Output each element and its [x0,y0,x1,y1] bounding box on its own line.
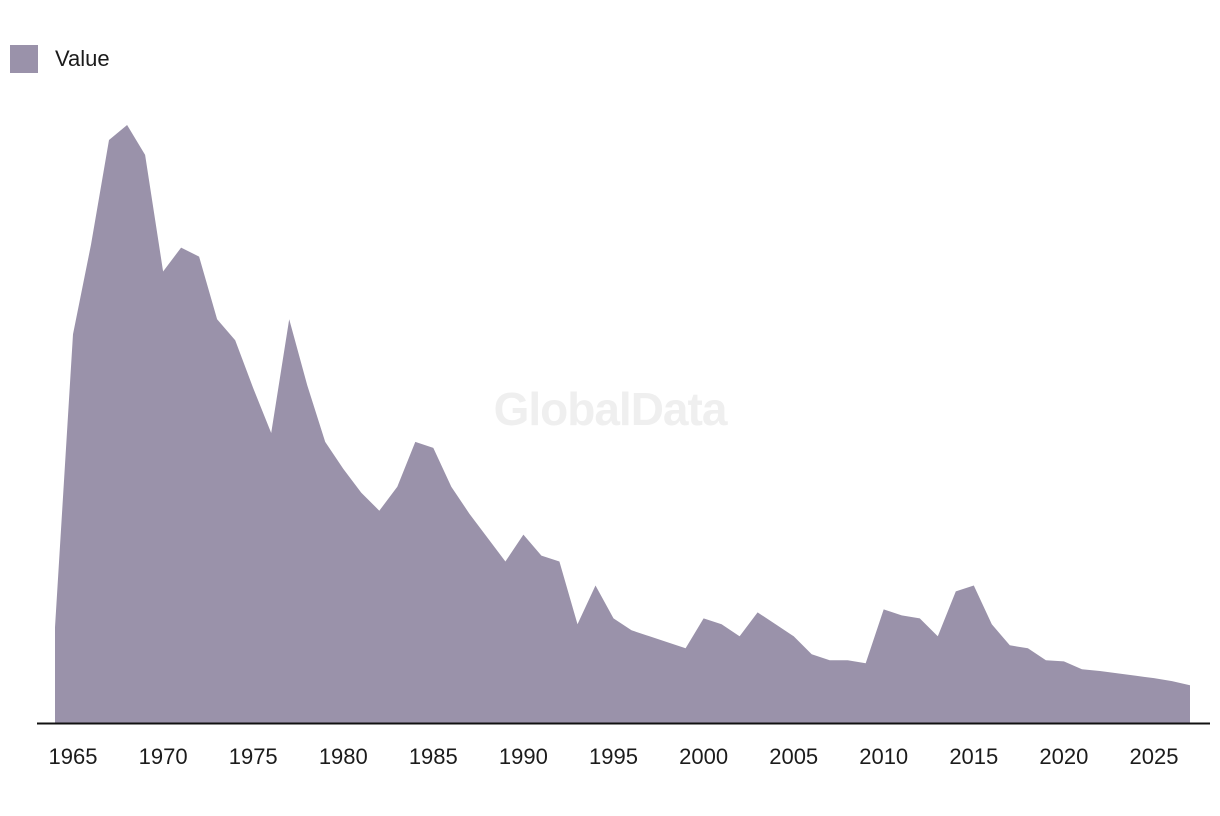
data-point-1986 [448,484,454,490]
data-point-1977 [286,316,292,322]
data-point-1965 [70,331,76,337]
data-point-1964 [52,624,58,630]
data-point-2026 [1169,678,1175,684]
data-point-2018 [1025,645,1031,651]
x-tick-label-1965: 1965 [49,744,98,769]
x-tick-label-2020: 2020 [1039,744,1088,769]
data-point-1966 [88,242,94,248]
data-point-2013 [935,633,941,639]
data-point-2006 [809,651,815,657]
data-point-2009 [863,660,869,666]
data-point-2003 [755,609,761,615]
x-tick-label-2000: 2000 [679,744,728,769]
data-point-1968 [124,122,130,128]
legend-swatch [10,45,38,73]
data-point-1987 [466,511,472,517]
data-point-1970 [160,269,166,275]
data-point-1992 [556,559,562,565]
data-point-2012 [917,615,923,621]
data-point-1999 [683,645,689,651]
data-point-1982 [376,508,382,514]
data-point-1967 [106,137,112,143]
data-point-1997 [647,633,653,639]
data-point-2005 [791,633,797,639]
data-point-1973 [214,316,220,322]
x-tick-label-1990: 1990 [499,744,548,769]
data-point-1995 [611,615,617,621]
data-point-2022 [1097,668,1103,674]
data-point-2010 [881,606,887,612]
data-point-1983 [394,484,400,490]
data-point-1993 [575,621,581,627]
legend: Value [10,45,110,73]
data-point-1972 [196,254,202,260]
data-point-2000 [701,615,707,621]
data-point-2011 [899,612,905,618]
data-point-1981 [358,490,364,496]
data-point-1994 [593,583,599,589]
data-point-1971 [178,245,184,251]
x-tick-label-1970: 1970 [139,744,188,769]
x-tick-label-2010: 2010 [859,744,908,769]
data-point-2015 [971,583,977,589]
data-point-1980 [340,466,346,472]
data-point-1989 [502,559,508,565]
data-point-1969 [142,152,148,158]
legend-label: Value [55,46,110,71]
data-point-2007 [827,657,833,663]
data-point-2019 [1043,657,1049,663]
x-tick-label-1995: 1995 [589,744,638,769]
area-layer [52,122,1193,723]
x-tick-label-2025: 2025 [1130,744,1179,769]
data-point-2024 [1133,673,1139,679]
area-series-value [55,125,1190,723]
data-point-2017 [1007,642,1013,648]
x-tick-label-1975: 1975 [229,744,278,769]
watermark: GlobalData [493,383,728,435]
x-tick-labels: 1965 1970 1975 1980 1985 1990 1995 2000 2005 2010… [49,744,1179,769]
data-point-1985 [430,445,436,451]
data-point-2001 [719,621,725,627]
data-point-1998 [665,639,671,645]
data-point-1988 [484,535,490,541]
data-point-2014 [953,588,959,594]
x-tick-label-1985: 1985 [409,744,458,769]
data-point-1990 [520,532,526,538]
data-point-2004 [773,621,779,627]
data-point-2002 [737,633,743,639]
data-point-2016 [989,621,995,627]
data-point-1984 [412,439,418,445]
data-point-2027 [1187,682,1193,688]
data-point-1991 [538,553,544,559]
data-point-2008 [845,657,851,663]
data-point-2020 [1061,658,1067,664]
data-point-1996 [629,627,635,633]
data-point-2021 [1079,666,1085,672]
data-point-1974 [232,337,238,343]
data-point-2025 [1151,675,1157,681]
x-tick-label-1980: 1980 [319,744,368,769]
x-tick-label-2005: 2005 [769,744,818,769]
x-tick-label-2015: 2015 [949,744,998,769]
data-point-1979 [322,439,328,445]
data-point-2023 [1115,670,1121,676]
